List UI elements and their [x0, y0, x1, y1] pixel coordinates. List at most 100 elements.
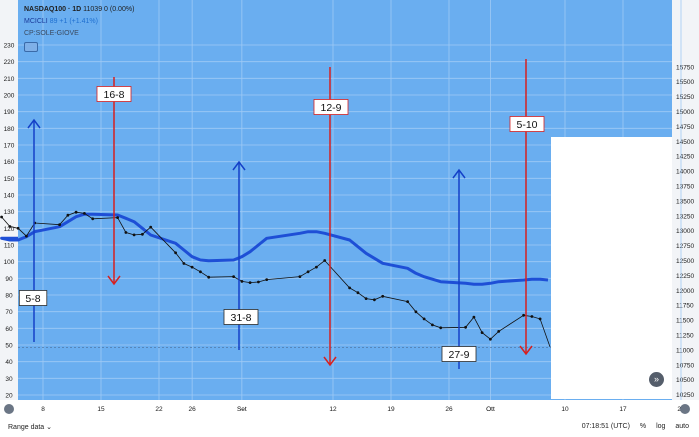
price-data-point	[141, 232, 144, 236]
price-data-point	[116, 216, 119, 220]
price-data-point	[66, 213, 70, 217]
annotation-label-text[interactable]: 16-8	[103, 89, 124, 101]
left-axis-tick-label: 120	[4, 226, 15, 233]
time-axis-tick-label: Ott	[486, 406, 495, 413]
price-data-point	[489, 337, 492, 341]
double-chevron-right-icon: »	[653, 374, 659, 384]
left-axis-tick-label: 130	[4, 209, 15, 216]
right-axis-tick-label: 13500	[676, 198, 694, 205]
time-axis-tick-label: 15	[97, 406, 105, 413]
auto-toggle[interactable]: auto	[675, 423, 689, 430]
blank-overlay-panel	[551, 137, 672, 399]
right-axis-tick-label: 11000	[676, 347, 694, 354]
right-axis-tick-label: 13000	[676, 228, 694, 235]
annotation-label-text[interactable]: 12-9	[320, 102, 341, 114]
annotation-label-box[interactable]	[509, 116, 545, 132]
settings-gear-icon[interactable]	[4, 404, 14, 414]
arrow-up-icon	[27, 118, 41, 129]
chevron-down-icon: ⌄	[46, 424, 53, 431]
price-data-point	[431, 323, 434, 327]
right-axis-tick-label: 15000	[676, 109, 694, 116]
price-data-point	[538, 317, 542, 321]
left-axis-tick-label: 170	[4, 143, 15, 150]
scroll-to-realtime-button[interactable]: »	[649, 372, 664, 387]
clock-time[interactable]: 07:18:51 (UTC)	[581, 423, 630, 430]
right-axis-tick-label: 12000	[676, 288, 694, 295]
arrow-down-icon	[107, 275, 121, 286]
time-axis-tick-label: 17	[619, 406, 627, 413]
indicator-row-1[interactable]: MCICLI 89 +1 (+1.41%)	[24, 16, 134, 28]
annotation-label-text[interactable]: 5-10	[516, 119, 537, 131]
left-axis-tick-label: 70	[5, 309, 13, 316]
annotation-label-box[interactable]	[441, 346, 477, 362]
mcicli-cycle-line	[0, 212, 549, 286]
time-axis-tick-label: 19	[387, 406, 395, 413]
annotation-label-text[interactable]: 27-9	[448, 349, 469, 361]
log-toggle[interactable]: log	[656, 423, 666, 430]
price-data-point	[240, 280, 244, 283]
annotation-label-box[interactable]	[223, 309, 259, 325]
indicator-2-name[interactable]: CP:SOLE-GIOVE	[24, 30, 79, 37]
arrow-up-icon	[452, 168, 466, 179]
symbol-change: 0 (0.00%)	[104, 6, 135, 13]
right-axis-tick-label: 14000	[676, 169, 694, 176]
symbol-row[interactable]: NASDAQ100 · 1D 11039 0 (0.00%)	[24, 4, 134, 16]
chart-settings-gear-icon[interactable]	[680, 404, 690, 414]
price-data-point	[124, 231, 128, 234]
annotation-label-box[interactable]	[313, 99, 349, 115]
price-data-point	[182, 262, 186, 265]
arrow-up-icon	[232, 160, 246, 171]
annotation-label-box[interactable]	[18, 290, 48, 306]
left-axis-tick-label: 100	[4, 259, 15, 266]
arrow-down-icon	[519, 345, 533, 356]
price-data-point	[199, 270, 202, 274]
time-axis-tick-label: 12	[329, 406, 337, 413]
price-data-point	[315, 265, 318, 269]
price-data-point	[414, 310, 418, 314]
left-axis-tick-label: 180	[4, 126, 15, 133]
collapse-legend-button[interactable]	[24, 42, 38, 52]
left-axis-tick-label: 90	[5, 276, 13, 283]
range-data-dropdown[interactable]: Range data ⌄	[8, 423, 52, 431]
price-data-point	[373, 298, 376, 302]
time-axis-tick-label: Set	[237, 406, 247, 413]
price-data-point	[406, 300, 409, 303]
price-data-point	[257, 280, 260, 284]
right-axis-tick-label: 13250	[676, 213, 694, 220]
price-data-point	[464, 325, 467, 329]
price-data-point	[190, 265, 194, 269]
left-axis-tick-label: 230	[4, 43, 15, 50]
time-axis-tick-label: 10	[561, 406, 569, 413]
right-axis-tick-label: 15250	[676, 94, 694, 101]
right-axis-tick-label: 12250	[676, 273, 694, 280]
price-data-point	[356, 291, 360, 295]
price-data-point	[439, 326, 443, 330]
left-axis-tick-label: 50	[5, 343, 13, 350]
annotation-label-box[interactable]	[96, 86, 132, 102]
price-data-point	[265, 278, 269, 281]
symbol-name[interactable]: NASDAQ100 · 1D	[24, 6, 82, 13]
left-axis-tick-label: 200	[4, 93, 15, 100]
price-data-point	[25, 234, 28, 238]
indicator-1-name[interactable]: MCICLI	[24, 18, 48, 25]
left-axis-tick-label: 210	[4, 76, 15, 83]
annotation-label-text[interactable]: 31-8	[230, 312, 251, 324]
left-axis-tick-label: 220	[4, 59, 15, 66]
left-axis-tick-label: 160	[4, 159, 15, 166]
range-data-label: Range data	[8, 424, 45, 431]
time-axis-tick-label: 26	[189, 406, 197, 413]
percent-toggle[interactable]: %	[639, 423, 647, 430]
left-axis-tick-label: 150	[4, 176, 15, 183]
chart-legend: NASDAQ100 · 1D 11039 0 (0.00%) MCICLI 89…	[24, 4, 134, 52]
indicator-row-2[interactable]: CP:SOLE-GIOVE	[24, 28, 134, 40]
time-axis-band	[0, 400, 699, 418]
right-axis-tick-label: 11750	[676, 303, 694, 310]
price-data-point	[422, 317, 426, 321]
price-data-point	[348, 286, 351, 290]
annotation-label-text[interactable]: 5-8	[25, 293, 40, 305]
left-axis-tick-label: 80	[5, 293, 13, 300]
price-data-point	[306, 270, 310, 274]
price-data-point	[74, 210, 78, 214]
price-data-point	[381, 294, 385, 298]
left-axis-tick-label: 110	[4, 243, 15, 250]
